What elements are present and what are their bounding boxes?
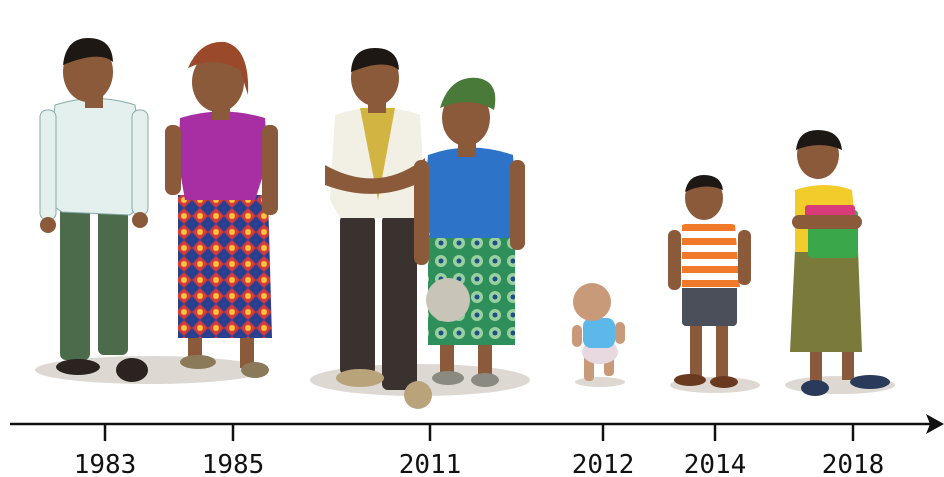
year-label: 2011 [399,450,462,477]
woman-figure [414,78,525,387]
boy-figure [668,175,751,388]
year-label: 1983 [74,450,137,477]
woman-figure [165,42,278,378]
timeline-illustration: 1983 1985 2011 2012 2014 2018 [0,0,944,477]
year-label: 1985 [202,450,265,477]
man-figure [40,38,148,382]
timeline-ticks: 1983 1985 2011 2012 2014 2018 [74,424,885,477]
baby-figure [572,283,625,381]
year-label: 2012 [572,450,635,477]
shadows [35,356,895,396]
year-label: 2014 [684,450,747,477]
page: {"timeline": {"labels": ["1983", "1985",… [0,0,944,477]
timeline-axis [10,414,944,434]
year-label: 2018 [822,450,885,477]
girl-figure [790,130,890,396]
